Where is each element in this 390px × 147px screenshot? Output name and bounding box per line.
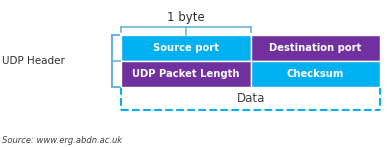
- Text: Source port: Source port: [153, 43, 219, 53]
- Bar: [121, 61, 250, 87]
- Bar: [250, 61, 380, 87]
- Text: UDP Header: UDP Header: [2, 56, 65, 66]
- Text: Checksum: Checksum: [287, 69, 344, 79]
- Text: Destination port: Destination port: [269, 43, 362, 53]
- Text: 1 byte: 1 byte: [167, 11, 205, 24]
- Text: UDP Packet Length: UDP Packet Length: [132, 69, 239, 79]
- Bar: [250, 35, 380, 61]
- Bar: [121, 35, 250, 61]
- Text: Data: Data: [236, 92, 265, 105]
- Text: Source: www.erg.abdn.ac.uk: Source: www.erg.abdn.ac.uk: [2, 136, 122, 145]
